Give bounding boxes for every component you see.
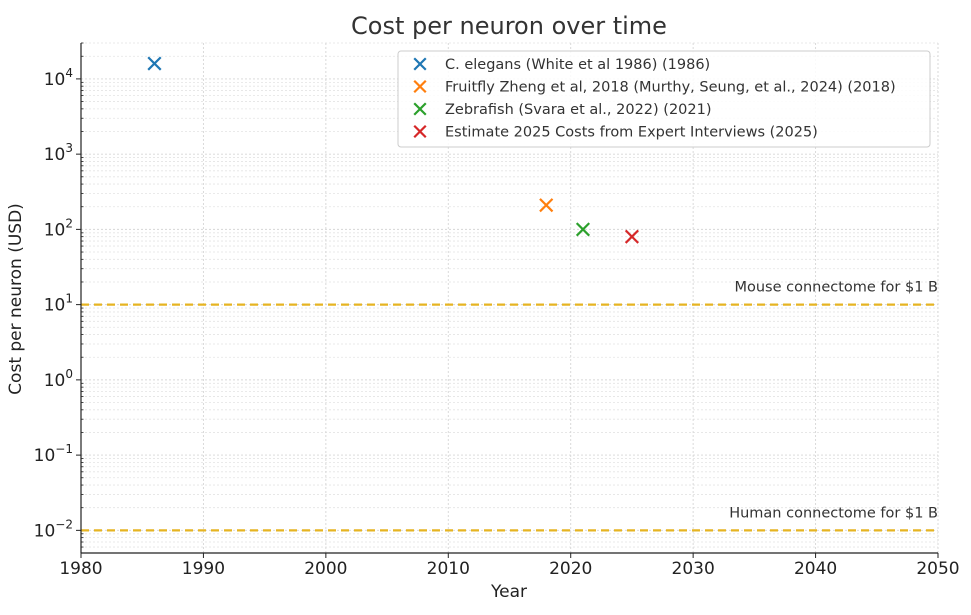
y-tick-label: 100 <box>44 367 73 391</box>
x-tick-label: 1990 <box>182 559 225 579</box>
x-tick-label: 2010 <box>427 559 470 579</box>
y-tick-label: 10−2 <box>34 517 73 541</box>
legend-entry: Estimate 2025 Costs from Expert Intervie… <box>445 125 818 141</box>
x-tick-label: 2050 <box>916 559 959 579</box>
y-tick-label: 101 <box>44 292 73 316</box>
legend-marker <box>413 102 427 116</box>
legend-entry: Zebrafish (Svara et al., 2022) (2021) <box>445 102 712 118</box>
legend-marker <box>413 57 427 71</box>
legend: C. elegans (White et al 1986) (1986) Frui… <box>397 50 931 148</box>
x-axis-ticks: 1980 1990 2000 2010 2020 2030 2040 2050 <box>59 553 960 579</box>
y-tick-label: 103 <box>44 141 73 165</box>
data-points <box>147 56 639 244</box>
legend-entry: C. elegans (White et al 1986) (1986) <box>445 57 710 73</box>
chart-title: Cost per neuron over time <box>351 12 667 40</box>
y-axis-label: Cost per neuron (USD) <box>6 203 26 395</box>
legend-marker <box>413 79 427 94</box>
x-tick-label: 2000 <box>304 559 347 579</box>
y-tick-label: 102 <box>44 216 73 240</box>
axes <box>80 42 938 554</box>
reference-line-label: Mouse connectome for $1 B <box>734 280 938 296</box>
x-tick-label: 2020 <box>549 559 592 579</box>
data-point <box>539 198 554 213</box>
reference-lines: Mouse connectome for $1 B Human connectom… <box>81 280 938 532</box>
legend-box <box>397 50 931 148</box>
legend-marker <box>413 124 427 139</box>
y-tick-label: 10−1 <box>34 442 73 466</box>
data-point <box>575 222 591 237</box>
x-tick-label: 2040 <box>794 559 837 579</box>
x-tick-label: 1980 <box>59 559 102 579</box>
x-tick-label: 2030 <box>672 559 715 579</box>
y-axis-ticks: 10−2 10−1 100 101 102 103 104 <box>34 66 81 541</box>
y-tick-label: 104 <box>44 66 73 90</box>
legend-entry: Fruitfly Zheng et al, 2018 (Murthy, Seun… <box>445 80 896 96</box>
data-point <box>147 56 162 71</box>
x-axis-label: Year <box>490 582 527 602</box>
data-point <box>624 229 639 244</box>
reference-line-label: Human connectome for $1 B <box>729 505 938 521</box>
